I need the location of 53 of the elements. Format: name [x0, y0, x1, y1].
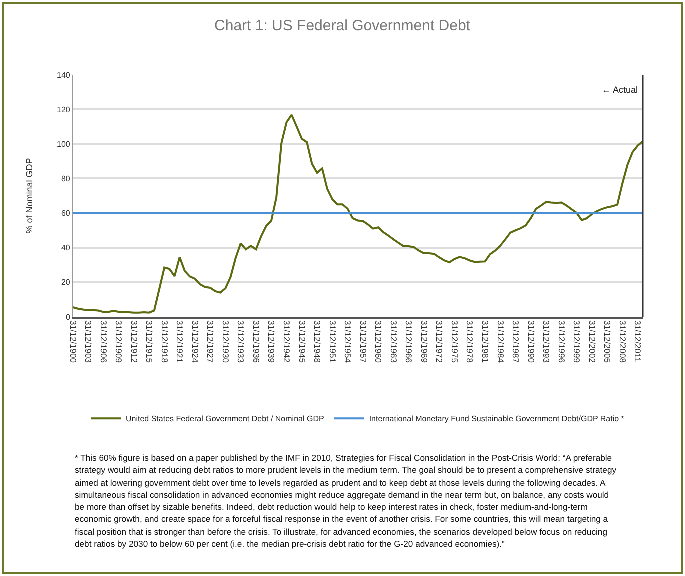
y-tick-label: 40	[61, 244, 71, 253]
x-tick-label: 31/12/2011	[633, 320, 644, 363]
x-tick-label: 31/12/1990	[526, 320, 536, 364]
y-tick-label: 80	[61, 174, 71, 184]
line-series	[73, 114, 643, 314]
x-tick-label: 31/12/1999	[572, 320, 582, 364]
text: * This 60% figure is based on a paper published by the IMF in 2010, Strategies for Fiscal Consolidation in the Post-Crisis World: “A preferable strategy would aim at reducing debt ratios to more prudent levels in the medium term. The goal should be to present a comprehensive strategy aimed at lowering government debt over time to levels regarded as prudent and to keep debt at those levels during the following decades. A simultaneous fiscal consolidation in advanced economies might reduce aggregate demand in the near term but, on balance, any costs would be more than offset by sizable benefits. Indeed, debt reduction would help to keep interest rates in check, foster medium-and-long-term economic growth, and create space for a forceful fiscal response in the event of another crisis. For some countries, this will mean targeting a fiscal position that is stronger than before the crisis. To illustrate, for advanced economies, the scenarios developed below focus on reducing debt ratios by 2030 to below 60 per cent (i.e. the median pre-crisis debt ratio for the G-20 advanced economies).”	[75, 452, 618, 550]
x-tick-label: 31/12/1930	[220, 320, 231, 364]
x-tick-label: 31/12/1948	[312, 320, 323, 364]
x-tick-label: 31/12/1969	[419, 320, 430, 364]
x-tick-label: 31/12/1912	[129, 320, 140, 364]
y-tick-label: 60	[61, 209, 71, 218]
x-tick-label: 31/12/1939	[266, 320, 277, 364]
x-tick-label: 31/12/1978	[465, 320, 476, 364]
y-tick-label: 100	[57, 140, 71, 149]
x-tick-label: 31/12/1906	[98, 320, 109, 364]
x-tick-label: 31/12/1954	[343, 320, 354, 364]
y-tick-label: 120	[57, 105, 71, 114]
x-tick-label: 31/12/1924	[190, 320, 200, 364]
x-tick-label: 31/12/1996	[556, 320, 567, 364]
x-tick-label: 31/12/2002	[587, 320, 598, 364]
x-tick-label: 31/12/1987	[510, 320, 521, 364]
x-tick-label: 31/12/1945	[297, 320, 308, 364]
x-tick-label: 31/12/2008	[618, 320, 628, 364]
x-tick-label: 31/12/1903	[84, 320, 94, 364]
chart-title: Chart 1: US Federal Government Debt	[214, 18, 472, 35]
legend-label: International Monetary Fund Sustainable Government Debt/GDP Ratio *	[369, 414, 624, 424]
x-tick-label: 31/12/1927	[206, 320, 216, 364]
x-tick-label: 31/12/1984	[496, 320, 506, 364]
x-tick-label: 31/12/1909	[114, 320, 124, 364]
annotation: ← Actual	[602, 85, 638, 95]
x-tick-label: 31/12/1975	[450, 320, 460, 364]
x-tick-label: 31/12/2005	[602, 320, 613, 364]
x-tick-label: 31/12/1966	[404, 320, 414, 364]
x-tick-label: 31/12/1993	[542, 320, 552, 364]
y-tick-label: 0	[66, 312, 71, 322]
x-tick-label: 31/12/1915	[144, 320, 155, 364]
x-tick-label: 31/12/1942	[282, 320, 292, 364]
y-tick-label: 140	[57, 70, 71, 80]
x-tick-label: 31/12/1951	[328, 320, 338, 364]
x-tick-label: 31/12/1963	[388, 320, 399, 364]
x-tick-label: 31/12/1921	[175, 320, 186, 364]
legend-label: United States Federal Government Debt / Nominal GDP	[126, 414, 324, 424]
y-axis-title: % of Nominal GDP	[24, 158, 34, 234]
x-tick-label: 31/12/1981	[480, 320, 490, 364]
y-tick-label: 20	[61, 278, 71, 288]
x-tick-label: 31/12/1900	[68, 320, 78, 364]
x-tick-label: 31/12/1918	[160, 320, 170, 364]
x-tick-label: 31/12/1933	[236, 320, 246, 364]
x-tick-label: 31/12/1936	[251, 320, 262, 364]
x-tick-label: 31/12/1957	[358, 320, 368, 364]
x-tick-label: 31/12/1960	[374, 320, 384, 364]
x-tick-label: 31/12/1972	[434, 320, 445, 364]
